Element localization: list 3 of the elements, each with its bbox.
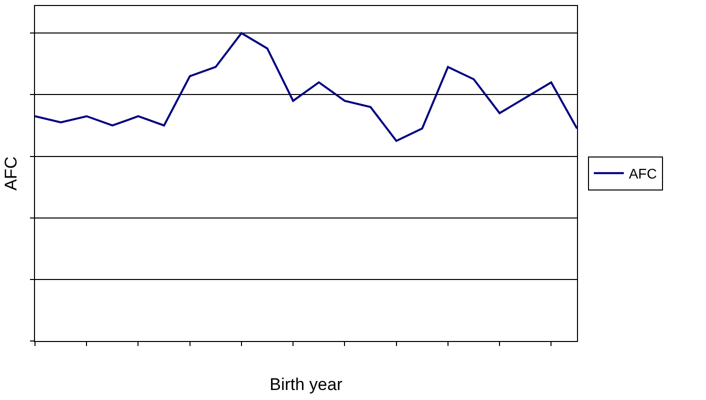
legend-label: AFC [628, 166, 657, 182]
y-axis-title: AFC [2, 156, 21, 190]
x-axis-title: Birth year [270, 375, 343, 394]
